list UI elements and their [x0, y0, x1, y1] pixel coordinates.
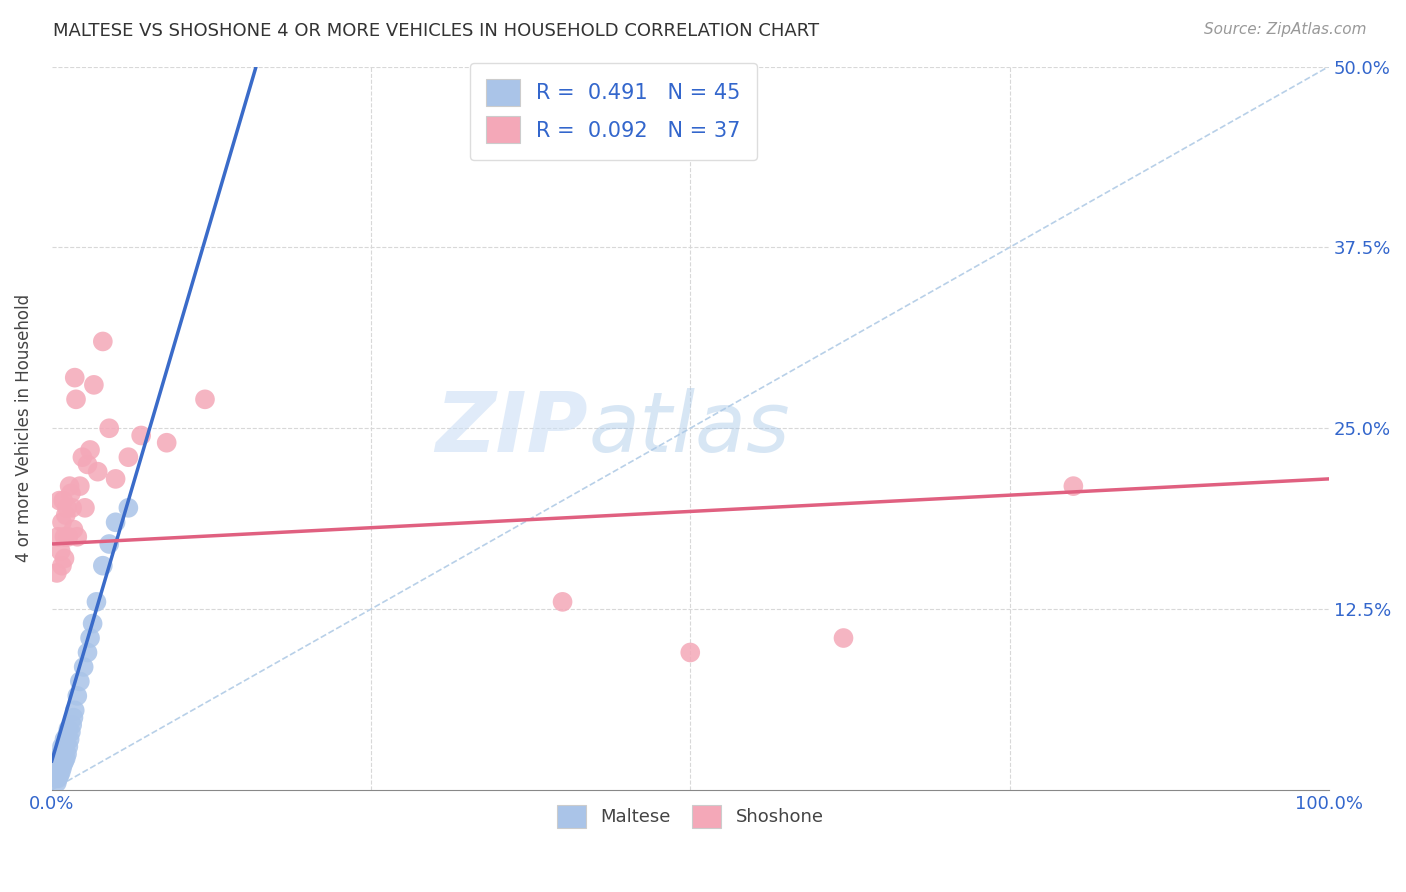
Point	[76, 458, 98, 472]
Point	[86, 595, 108, 609]
Point	[52, 756, 75, 771]
Point	[48, 761, 70, 775]
Point	[48, 768, 70, 782]
Point	[46, 765, 69, 780]
Point	[69, 674, 91, 689]
Point	[551, 595, 574, 609]
Point	[51, 739, 73, 754]
Point	[83, 377, 105, 392]
Point	[46, 530, 69, 544]
Point	[49, 765, 72, 780]
Point	[58, 722, 80, 736]
Point	[56, 747, 79, 761]
Point	[53, 530, 76, 544]
Point	[51, 761, 73, 775]
Point	[117, 450, 139, 465]
Point	[55, 508, 77, 522]
Point	[832, 631, 855, 645]
Point	[63, 703, 86, 717]
Point	[45, 765, 67, 780]
Point	[79, 442, 101, 457]
Point	[59, 725, 82, 739]
Point	[56, 500, 79, 515]
Point	[679, 645, 702, 659]
Point	[49, 747, 72, 761]
Point	[76, 645, 98, 659]
Point	[53, 742, 76, 756]
Y-axis label: 4 or more Vehicles in Household: 4 or more Vehicles in Household	[15, 294, 32, 562]
Point	[49, 544, 72, 558]
Point	[104, 472, 127, 486]
Point	[56, 728, 79, 742]
Point	[52, 493, 75, 508]
Point	[59, 479, 82, 493]
Point	[44, 768, 66, 782]
Point	[58, 530, 80, 544]
Point	[69, 479, 91, 493]
Point	[1062, 479, 1084, 493]
Point	[55, 751, 77, 765]
Point	[59, 486, 82, 500]
Point	[194, 392, 217, 407]
Point	[53, 551, 76, 566]
Point	[79, 631, 101, 645]
Point	[45, 761, 67, 775]
Point	[82, 616, 104, 631]
Point	[73, 500, 96, 515]
Point	[63, 370, 86, 384]
Legend: Maltese, Shoshone: Maltese, Shoshone	[550, 797, 831, 835]
Point	[52, 747, 75, 761]
Point	[48, 493, 70, 508]
Point	[62, 523, 84, 537]
Point	[55, 737, 77, 751]
Point	[104, 516, 127, 530]
Point	[65, 392, 87, 407]
Point	[91, 334, 114, 349]
Point	[66, 530, 89, 544]
Point	[51, 754, 73, 768]
Point	[62, 710, 84, 724]
Point	[73, 660, 96, 674]
Point	[59, 732, 82, 747]
Point	[156, 435, 179, 450]
Point	[87, 465, 110, 479]
Point	[48, 751, 70, 765]
Point	[46, 772, 69, 786]
Point	[49, 756, 72, 771]
Point	[98, 421, 121, 435]
Point	[72, 450, 94, 465]
Text: atlas: atlas	[588, 388, 790, 469]
Point	[91, 558, 114, 573]
Point	[45, 775, 67, 789]
Point	[53, 732, 76, 747]
Text: MALTESE VS SHOSHONE 4 OR MORE VEHICLES IN HOUSEHOLD CORRELATION CHART: MALTESE VS SHOSHONE 4 OR MORE VEHICLES I…	[53, 22, 820, 40]
Point	[45, 754, 67, 768]
Point	[51, 558, 73, 573]
Point	[60, 500, 83, 515]
Point	[53, 754, 76, 768]
Point	[45, 566, 67, 580]
Point	[60, 718, 83, 732]
Text: Source: ZipAtlas.com: Source: ZipAtlas.com	[1204, 22, 1367, 37]
Point	[45, 772, 67, 786]
Text: ZIP: ZIP	[436, 388, 588, 469]
Point	[58, 739, 80, 754]
Point	[117, 500, 139, 515]
Point	[98, 537, 121, 551]
Point	[51, 516, 73, 530]
Point	[66, 689, 89, 703]
Point	[129, 428, 152, 442]
Point	[46, 756, 69, 771]
